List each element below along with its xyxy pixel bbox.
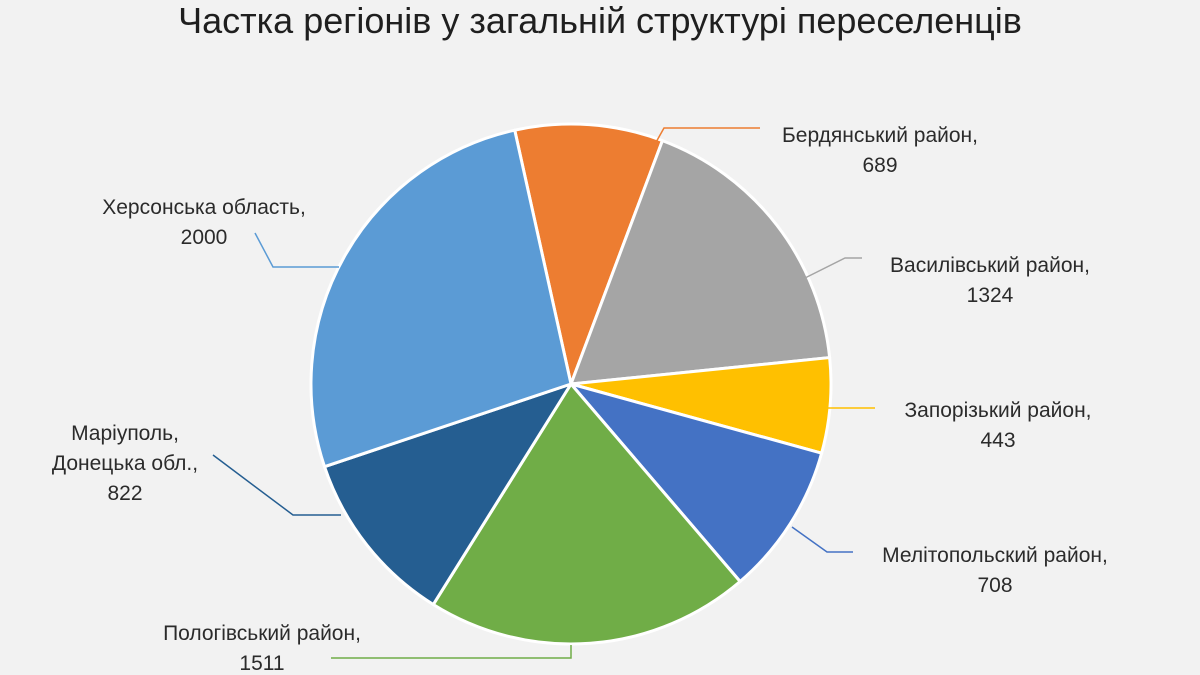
leader-line [654,127,760,145]
pie-slice [569,382,824,584]
leader-line [331,645,572,659]
pie-slice [322,382,573,607]
data-label: Херсонська область, 2000 [102,196,306,249]
data-label-line: 708 [977,574,1012,597]
leader-line [802,257,862,280]
data-label-line: Пологівський район, [163,622,361,645]
leader-lines [212,127,875,659]
data-label-line: Херсонська область, [102,196,306,219]
leader-line [254,232,339,268]
data-label: Пологівський район, 1511 [163,622,361,675]
data-label-line: 1324 [967,284,1014,307]
pie-slice [569,139,832,386]
data-label-line: 443 [980,429,1015,452]
data-label-line: Бердянський район, [782,124,978,147]
leader-line [791,526,853,553]
pie-slice [431,382,742,646]
data-label-line: Донецька обл., [52,452,198,475]
data-label: Василівський район, 1324 [890,254,1090,307]
data-label-line: Василівський район, [890,254,1090,277]
data-label: Запорізький район, 443 [904,399,1091,452]
data-label-line: 689 [862,154,897,177]
data-label-line: Запорізький район, [904,399,1091,422]
chart-title: Частка регіонів у загальній структурі пе… [178,0,1022,41]
data-label-line: Маріуполь, [71,422,179,445]
data-labels: Бердянський район, 689 Василівський район,… [52,124,1108,675]
data-label: Мелітопольский район, 708 [882,544,1108,597]
pie-slices [309,122,833,646]
data-label-line: 2000 [181,226,228,249]
data-label-line: 822 [107,482,142,505]
data-label-line: 1511 [239,652,284,675]
data-label: Маріуполь, Донецька обл., 822 [52,422,198,505]
leader-line [212,454,341,516]
pie-slice [309,128,573,469]
data-label: Бердянський район, 689 [782,124,978,177]
data-label-line: Мелітопольский район, [882,544,1108,567]
pie-slice [513,122,664,386]
